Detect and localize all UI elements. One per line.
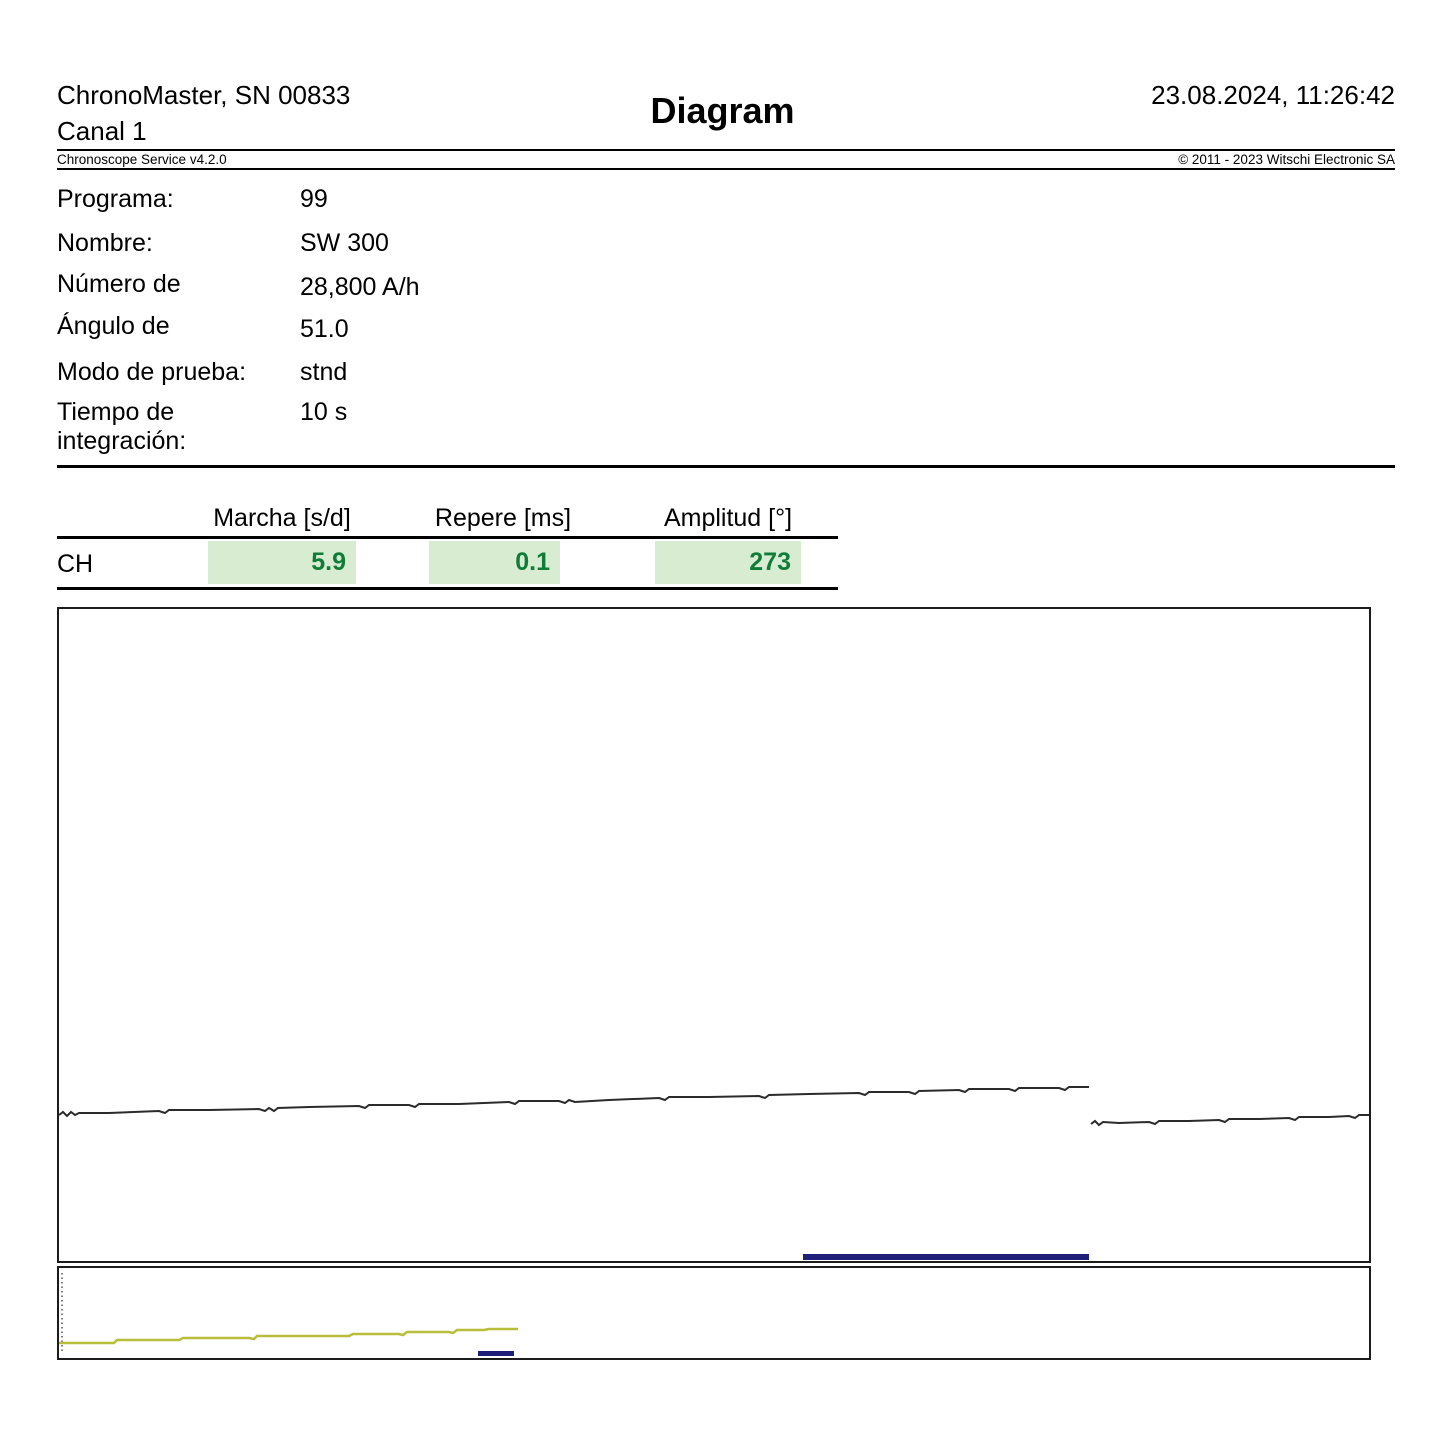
- param-label-numero: Número de: [57, 270, 181, 298]
- app-version: Chronoscope Service v4.2.0: [57, 152, 227, 167]
- param-value-tiempo: 10 s: [300, 398, 348, 426]
- table-top-rule: [57, 536, 838, 539]
- param-label-programa: Programa:: [57, 185, 174, 213]
- result-row-label: CH: [57, 550, 94, 578]
- report-datetime: 23.08.2024, 11:26:42: [1151, 80, 1395, 110]
- col-header-marcha: Marcha [s/d]: [213, 504, 351, 532]
- page-title: Diagram: [650, 90, 795, 131]
- result-value-amplitud: 273: [655, 541, 801, 584]
- divider-top: [57, 149, 1395, 151]
- param-label-modo: Modo de prueba:: [57, 358, 247, 386]
- beat-error-marker-main: [803, 1254, 1089, 1260]
- param-label-nombre: Nombre:: [57, 229, 153, 257]
- rate-diagram-plot: [59, 1086, 1369, 1260]
- channel-label: Canal 1: [57, 116, 147, 146]
- amplitude-diagram-box: [57, 1266, 1371, 1360]
- rate-diagram-box: [57, 607, 1371, 1263]
- copyright: © 2011 - 2023 Witschi Electronic SA: [1178, 152, 1395, 167]
- param-value-programa: 99: [300, 185, 328, 213]
- param-value-modo: stnd: [300, 358, 348, 386]
- params-divider: [57, 465, 1395, 468]
- beat-trace-lower: [1090, 1114, 1369, 1127]
- param-label-tiempo: Tiempo de integración:: [57, 398, 187, 455]
- result-value-repere: 0.1: [429, 541, 560, 584]
- divider-bottom: [57, 168, 1395, 170]
- device-name: ChronoMaster, SN 00833: [57, 80, 351, 110]
- param-value-nombre: SW 300: [300, 229, 389, 257]
- param-value-angulo: 51.0: [300, 315, 349, 343]
- param-label-angulo: Ángulo de: [57, 312, 170, 340]
- amplitude-trace: [59, 1327, 518, 1345]
- beat-error-marker-lower: [478, 1351, 514, 1356]
- param-value-numero: 28,800 A/h: [300, 273, 420, 301]
- table-bottom-rule: [57, 587, 838, 590]
- beat-trace-upper: [59, 1086, 1089, 1118]
- col-header-amplitud: Amplitud [°]: [663, 504, 793, 532]
- col-header-repere: Repere [ms]: [434, 504, 572, 532]
- amplitude-diagram-plot: [59, 1273, 518, 1356]
- result-value-marcha: 5.9: [208, 541, 356, 584]
